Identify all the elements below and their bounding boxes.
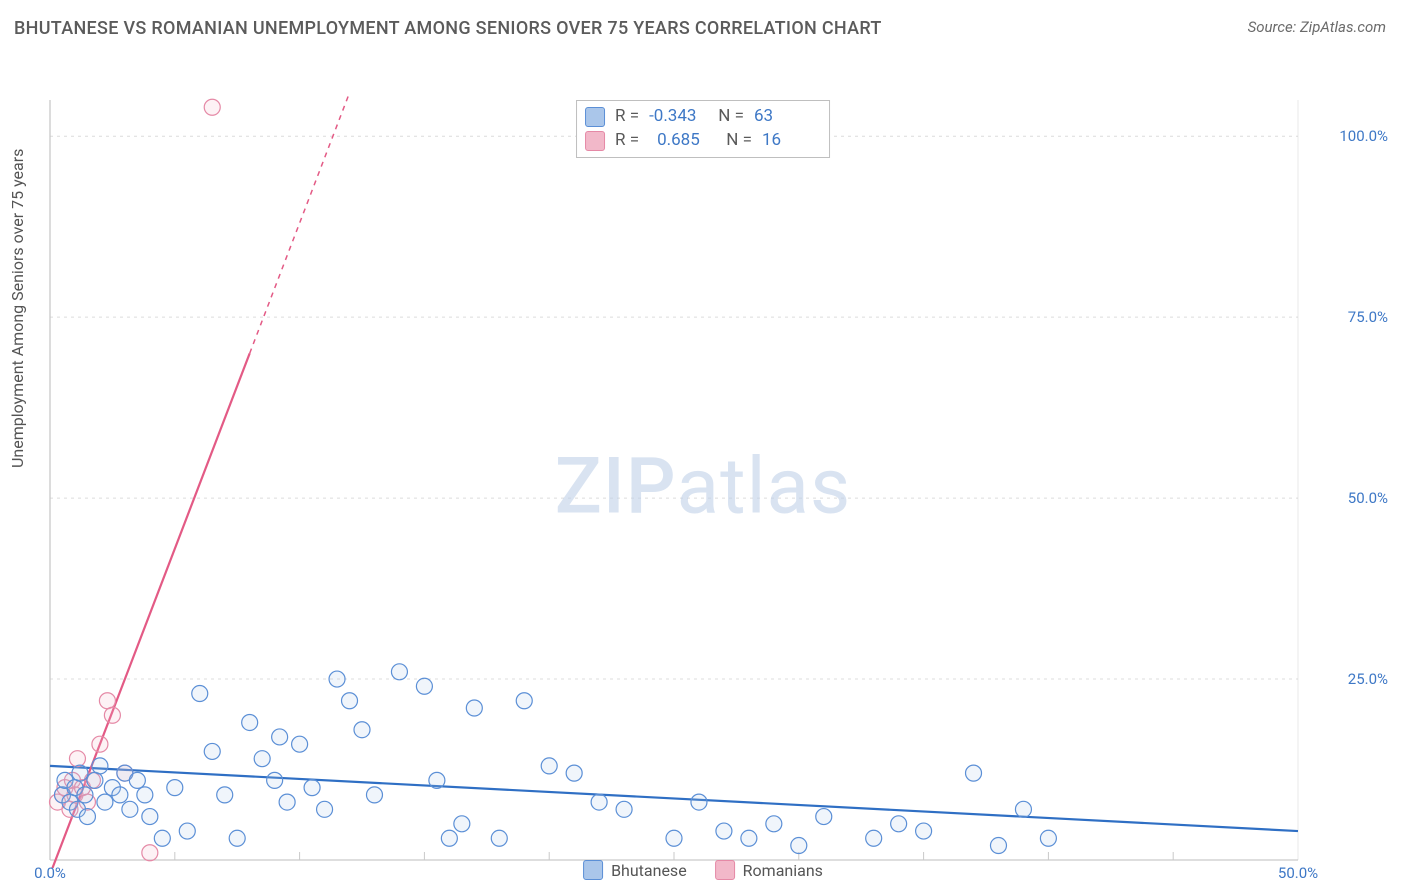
swatch-bhutanese: [585, 107, 605, 127]
y-tick: 75.0%: [1348, 308, 1388, 326]
y-tick: 50.0%: [1348, 489, 1388, 507]
chart-title: BHUTANESE VS ROMANIAN UNEMPLOYMENT AMONG…: [14, 18, 882, 39]
y-tick: 25.0%: [1348, 670, 1388, 688]
chart-header: BHUTANESE VS ROMANIAN UNEMPLOYMENT AMONG…: [0, 0, 1406, 47]
legend-romanians: Romanians: [715, 860, 823, 880]
plot-container: Unemployment Among Seniors over 75 years…: [0, 48, 1406, 892]
swatch-romanians-icon: [715, 860, 735, 880]
y-axis-label: Unemployment Among Seniors over 75 years: [8, 149, 27, 468]
corr-row-bhutanese: R = -0.343 N = 63: [585, 105, 817, 129]
corr-row-romanians: R = 0.685 N = 16: [585, 129, 817, 153]
series-legend: Bhutanese Romanians: [583, 860, 823, 880]
y-tick: 100.0%: [1339, 127, 1388, 145]
legend-bhutanese: Bhutanese: [583, 860, 687, 880]
swatch-bhutanese-icon: [583, 860, 603, 880]
swatch-romanians: [585, 131, 605, 151]
x-tick: 0.0%: [34, 864, 66, 882]
source-attribution: Source: ZipAtlas.com: [1248, 18, 1386, 36]
x-tick: 50.0%: [1278, 864, 1318, 882]
correlation-legend: R = -0.343 N = 63 R = 0.685 N = 16: [576, 100, 830, 158]
scatter-chart: [0, 48, 1406, 868]
